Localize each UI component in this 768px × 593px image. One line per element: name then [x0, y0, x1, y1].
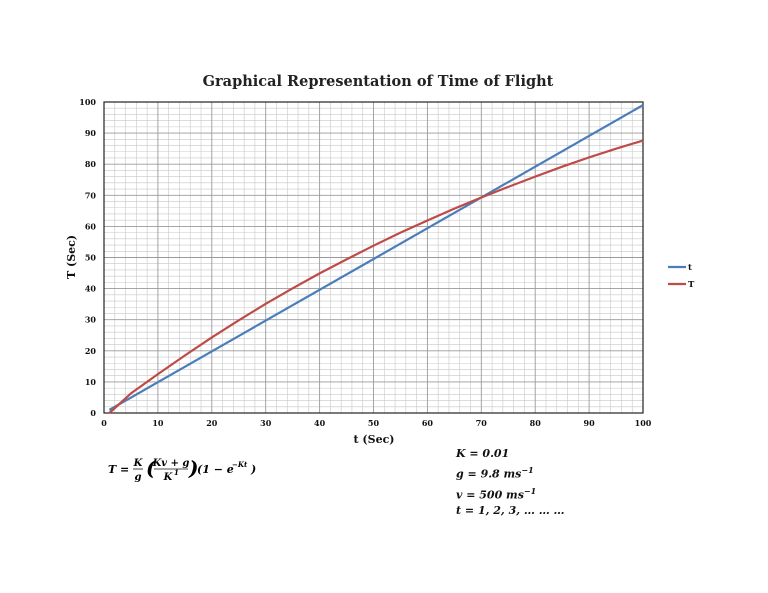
x-tick-label: 60 [422, 418, 434, 428]
formula-lhs: T = [108, 463, 129, 476]
x-axis-label: t (Sec) [354, 433, 395, 446]
param-g-sup: −1 [521, 465, 534, 475]
y-tick-label: 20 [85, 346, 97, 356]
y-tick-label: 80 [85, 159, 97, 169]
x-tick-label: 0 [101, 418, 107, 428]
formula: T = K g ( Kv + g K 1 ) (1 − e −Kt ) [108, 456, 268, 499]
param-v-sup: −1 [523, 485, 537, 496]
x-tick-label: 40 [314, 418, 326, 428]
y-tick-label: 40 [85, 284, 97, 294]
param-g: g = 9.8 ms−1 [456, 462, 565, 483]
plot-frame [103, 101, 644, 414]
series-line-t [108, 104, 644, 411]
x-tick-label: 70 [476, 418, 488, 428]
x-tick-label: 80 [530, 418, 542, 428]
y-tick-label: 70 [85, 190, 97, 200]
y-tick-label: 30 [85, 315, 97, 325]
parameters: K = 0.01 g = 9.8 ms−1 v = 500 ms−1 t = 1… [456, 446, 565, 519]
param-g-text: g = 9.8 ms [456, 467, 522, 481]
legend-label-t: t [688, 263, 692, 273]
legend: tT [668, 263, 695, 290]
chart-title: Graphical Representation of Time of Flig… [203, 73, 554, 90]
x-axis-ticks: 0 10 20 30 40 50 60 70 80 90 100 [101, 418, 652, 428]
param-k: K = 0.01 [456, 447, 510, 460]
y-tick-label: 60 [85, 221, 97, 231]
y-tick-label: 10 [85, 377, 97, 387]
formula-tail-close: ) [250, 463, 256, 476]
formula-paren-close: ) [188, 456, 198, 480]
x-tick-label: 30 [260, 418, 272, 428]
series-line-T [108, 139, 644, 414]
y-axis-ticks: 0 10 20 30 40 50 60 70 80 90 100 [79, 97, 96, 418]
legend-label-T: T [688, 280, 695, 290]
y-tick-label: 100 [79, 97, 96, 107]
y-tick-label: 0 [90, 408, 96, 418]
formula-tail-sup: −Kt [232, 460, 248, 469]
formula-frac2-den-sup: 1 [174, 468, 179, 477]
formula-frac2-num: Kv + g [152, 458, 190, 469]
x-tick-label: 10 [152, 418, 164, 428]
formula-frac1-den: g [135, 472, 142, 483]
param-v-text: v = 500 ms [456, 488, 524, 502]
x-tick-label: 20 [206, 418, 218, 428]
series-layer [108, 104, 644, 414]
formula-frac2-den: K [163, 472, 174, 483]
param-v: v = 500 ms−1 [456, 483, 565, 504]
y-tick-label: 90 [85, 128, 97, 138]
param-t: t = 1, 2, 3, … … … [456, 504, 565, 518]
y-axis-label: T (Sec) [65, 235, 78, 279]
formula-svg: T = K g ( Kv + g K 1 ) (1 − e −Kt ) [108, 456, 256, 483]
formula-paren-open: ( [146, 456, 157, 480]
formula-frac1-num: K [133, 458, 144, 469]
formula-tail: (1 − e [197, 463, 234, 476]
y-tick-label: 50 [85, 253, 97, 263]
x-tick-label: 50 [368, 418, 380, 428]
x-tick-label: 90 [584, 418, 596, 428]
x-tick-label: 100 [635, 418, 652, 428]
